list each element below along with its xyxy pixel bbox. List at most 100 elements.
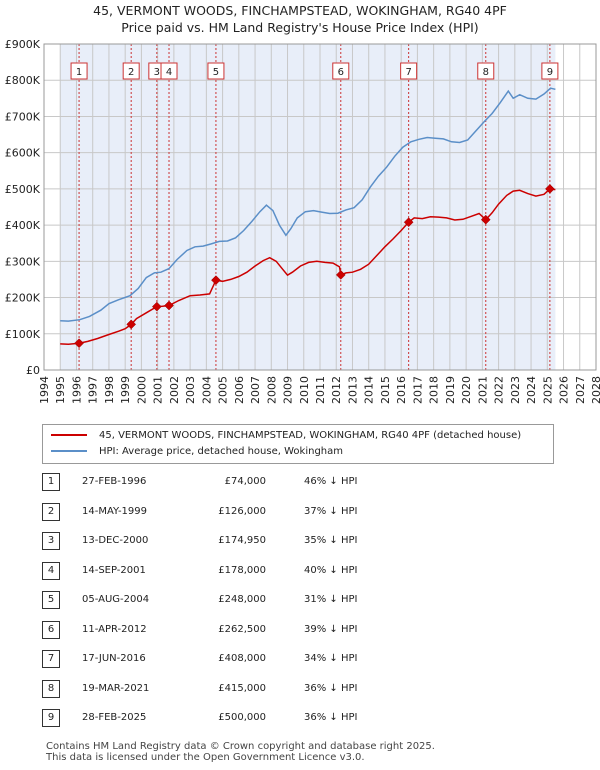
- transaction-date: 14-MAY-1999: [82, 505, 148, 517]
- transaction-point: [126, 319, 137, 330]
- transaction-label-box: [70, 62, 88, 80]
- row-number: 6: [42, 620, 60, 639]
- x-tick-label: 1998: [103, 376, 116, 404]
- y-tick-label: £500K: [5, 183, 41, 196]
- x-tick-label: 2011: [314, 376, 327, 404]
- x-tick-label: 2012: [330, 376, 343, 404]
- hpi-comparison: 36% ↓ HPI: [304, 712, 358, 723]
- legend-label-property: 45, VERMONT WOODS, FINCHAMPSTEAD, WOKING…: [99, 430, 522, 441]
- row-number: 5: [42, 591, 60, 609]
- x-tick-label: 1994: [38, 376, 51, 404]
- y-tick-label: £700K: [5, 110, 41, 123]
- table-row: 1 27-FEB-1996 £74,000 46% ↓ HPI: [42, 472, 562, 492]
- transaction-price: £408,000: [218, 653, 266, 664]
- x-tick-label: 2016: [395, 376, 408, 404]
- table-row: 4 14-SEP-2001 £178,000 40% ↓ HPI: [42, 561, 562, 581]
- x-tick-label: 2019: [444, 376, 457, 404]
- legend-line-hpi: [51, 450, 87, 452]
- table-row: 5 05-AUG-2004 £248,000 31% ↓ HPI: [42, 590, 562, 610]
- x-tick-label: 2021: [476, 376, 489, 404]
- transaction-label: 3: [154, 67, 160, 78]
- transaction-date: 14-SEP-2001: [82, 564, 146, 576]
- footer: Contains HM Land Registry data © Crown c…: [46, 741, 435, 763]
- x-tick-label: 2018: [428, 376, 441, 404]
- title-line-1: 45, VERMONT WOODS, FINCHAMPSTEAD, WOKING…: [93, 3, 507, 18]
- legend-label-hpi: HPI: Average price, detached house, Woki…: [99, 446, 343, 457]
- x-tick-label: 2009: [282, 376, 295, 404]
- x-tick-label: 2025: [541, 376, 554, 404]
- row-number: 2: [42, 502, 60, 521]
- x-tick-label: 2013: [346, 376, 359, 404]
- row-number: 8: [42, 679, 60, 698]
- hpi-comparison: 39% ↓ HPI: [304, 623, 358, 635]
- x-tick-label: 2005: [217, 376, 230, 404]
- transaction-price: £262,500: [218, 623, 266, 635]
- x-tick-label: 2006: [233, 376, 246, 404]
- transaction-label: 2: [128, 67, 134, 78]
- x-tick-label: 2024: [525, 376, 538, 404]
- x-tick-label: 2010: [298, 376, 311, 404]
- table-row: 6 11-APR-2012 £262,500 39% ↓ HPI: [42, 620, 562, 640]
- y-tick-label: £600K: [5, 147, 41, 160]
- y-tick-label: £400K: [5, 219, 41, 232]
- transaction-point: [545, 184, 555, 194]
- transaction-label-box: [160, 62, 178, 80]
- transaction-label: 1: [76, 67, 82, 78]
- legend: 45, VERMONT WOODS, FINCHAMPSTEAD, WOKING…: [42, 424, 554, 464]
- transaction-price: £178,000: [218, 564, 266, 576]
- x-tick-label: 2007: [249, 376, 262, 404]
- chart-title: 45, VERMONT WOODS, FINCHAMPSTEAD, WOKING…: [0, 2, 600, 36]
- transaction-price: £415,000: [218, 682, 266, 694]
- row-number: 4: [42, 561, 60, 580]
- x-tick-label: 1999: [119, 376, 132, 404]
- transaction-date: 17-JUN-2016: [82, 653, 146, 664]
- y-tick-label: £0: [26, 364, 40, 377]
- plot-border: [43, 43, 597, 371]
- transaction-point: [164, 300, 174, 311]
- x-tick-label: 2002: [168, 376, 181, 404]
- transaction-price: £500,000: [218, 712, 266, 723]
- transaction-point: [211, 275, 221, 286]
- transaction-label-box: [400, 62, 418, 80]
- transaction-price: £248,000: [218, 594, 266, 605]
- legend-item-hpi: HPI: Average price, detached house, Woki…: [51, 445, 343, 459]
- x-tick-label: 2015: [379, 376, 392, 404]
- row-number: 1: [42, 473, 60, 491]
- transaction-price: £74,000: [224, 476, 266, 487]
- transaction-label-box: [332, 62, 350, 80]
- x-tick-label: 1996: [70, 376, 83, 404]
- hpi-comparison: 37% ↓ HPI: [304, 505, 358, 517]
- transaction-label: 5: [213, 67, 219, 78]
- transaction-date: 13-DEC-2000: [82, 535, 149, 546]
- x-tick-label: 2000: [135, 376, 148, 404]
- transaction-point: [403, 217, 414, 228]
- transaction-price: £126,000: [218, 505, 266, 517]
- y-tick-label: £300K: [5, 255, 41, 268]
- transaction-point: [74, 338, 84, 349]
- hpi-comparison: 36% ↓ HPI: [304, 682, 358, 694]
- transaction-point: [335, 270, 346, 280]
- hpi-comparison: 46% ↓ HPI: [304, 476, 358, 487]
- legend-line-property: [51, 434, 87, 436]
- legend-item-property: 45, VERMONT WOODS, FINCHAMPSTEAD, WOKING…: [51, 429, 521, 443]
- x-tick-label: 2022: [493, 376, 506, 404]
- transaction-label: 6: [338, 67, 344, 78]
- y-tick-label: £100K: [5, 328, 41, 341]
- row-number: 7: [42, 650, 60, 668]
- transaction-date: 28-FEB-2025: [82, 712, 147, 723]
- x-tick-label: 2026: [558, 376, 571, 404]
- transaction-label-box: [477, 62, 495, 80]
- transaction-label: 7: [405, 67, 411, 78]
- x-tick-label: 2004: [200, 376, 213, 404]
- row-number: 3: [42, 532, 60, 550]
- x-tick-label: 2023: [509, 376, 522, 404]
- transaction-date: 19-MAR-2021: [82, 682, 150, 694]
- footer-line-2: This data is licensed under the Open Gov…: [46, 752, 365, 763]
- transaction-date: 27-FEB-1996: [82, 476, 147, 487]
- title-line-2: Price paid vs. HM Land Registry's House …: [121, 20, 479, 35]
- transaction-label: 8: [483, 67, 489, 78]
- x-tick-label: 1997: [87, 376, 100, 404]
- hpi-comparison: 31% ↓ HPI: [304, 594, 358, 605]
- table-row: 2 14-MAY-1999 £126,000 37% ↓ HPI: [42, 502, 562, 522]
- x-tick-label: 2017: [411, 376, 424, 404]
